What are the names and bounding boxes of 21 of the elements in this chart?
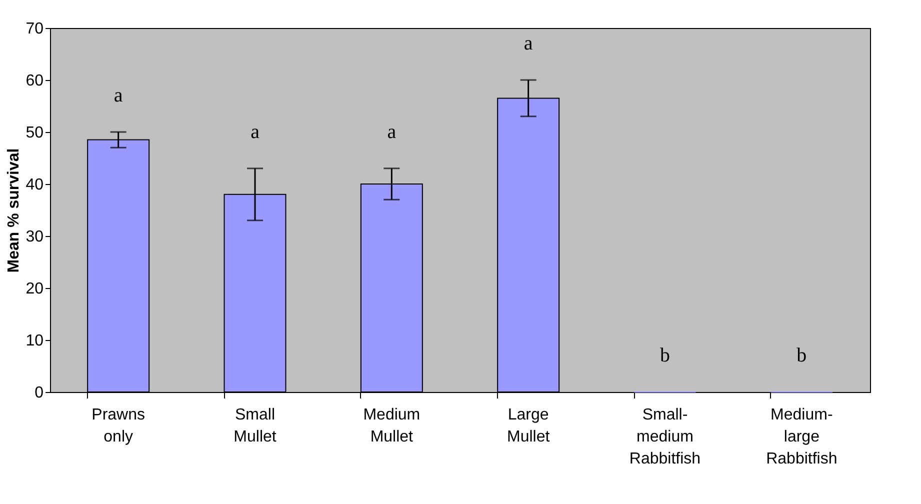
- y-tick-label: 60: [26, 72, 44, 90]
- annotation: a: [387, 121, 396, 143]
- y-tick-label: 70: [26, 20, 44, 38]
- annotation: a: [250, 121, 260, 143]
- x-tick-label: Small-medium Rabbitfish: [629, 406, 701, 468]
- y-tick-label: 20: [26, 280, 44, 298]
- y-tick-label: 40: [26, 176, 44, 194]
- annotation: a: [524, 32, 533, 55]
- x-tick-label: Medium Mullet: [363, 406, 420, 446]
- x-tick-label: Medium-large Rabbitfish: [766, 406, 838, 468]
- x-tick-label: Prawns only: [92, 406, 146, 446]
- x-tick-label: Large Mullet: [506, 406, 550, 446]
- y-tick-label: 10: [26, 332, 44, 350]
- y-tick-label: 0: [34, 384, 44, 402]
- y-tick-label: 30: [26, 228, 44, 246]
- x-tick-label: Small Mullet: [234, 406, 277, 446]
- annotation: b: [660, 344, 670, 367]
- y-axis-title: Mean % survival: [6, 148, 23, 273]
- annotation: b: [796, 344, 807, 367]
- y-tick-label: 50: [26, 124, 44, 142]
- annotation: a: [114, 84, 123, 107]
